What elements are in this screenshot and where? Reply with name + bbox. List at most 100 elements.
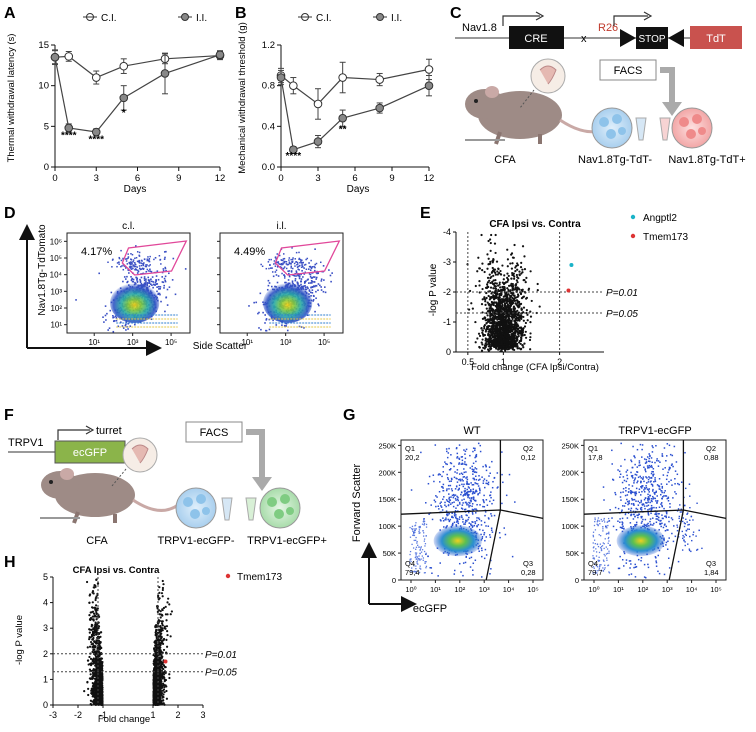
tick-label: 100K [561, 522, 579, 531]
event-dot [606, 548, 609, 550]
event-dot [450, 488, 453, 490]
event-dot [652, 498, 654, 500]
event-dot [288, 275, 291, 278]
gene-point [489, 238, 492, 241]
event-dot [118, 263, 120, 265]
event-dot [681, 520, 684, 523]
event-dot [139, 278, 141, 281]
event-dot [607, 542, 609, 544]
gene-point [477, 256, 480, 259]
event-dot [424, 545, 426, 547]
event-dot [685, 487, 687, 490]
event-dot [472, 521, 474, 523]
event-dot [149, 255, 151, 258]
event-dot [154, 284, 156, 286]
event-dot [307, 282, 310, 284]
event-dot [690, 515, 693, 518]
gene-point [496, 318, 499, 321]
event-dot [597, 545, 600, 548]
event-dot [285, 325, 287, 327]
event-dot [645, 470, 647, 473]
event-dot [474, 467, 477, 469]
gene-point [486, 314, 489, 317]
event-dot [487, 517, 490, 519]
gene-point [504, 305, 507, 308]
event-dot [656, 502, 658, 504]
tick-label: 3 [94, 173, 99, 184]
event-dot [647, 460, 650, 462]
gene-point [515, 337, 519, 340]
event-dot [635, 521, 638, 524]
event-dot [126, 280, 129, 283]
event-dot [457, 496, 459, 499]
gene-point [478, 280, 481, 283]
event-dot [280, 262, 283, 265]
event-dot [302, 276, 304, 278]
event-dot [638, 460, 641, 462]
gene-point [485, 343, 488, 346]
gene-point [494, 287, 498, 290]
gene-point [498, 305, 501, 309]
tick-label: 0 [392, 576, 396, 585]
event-dot [647, 497, 649, 500]
event-dot [671, 532, 673, 535]
event-dot [478, 517, 480, 519]
gene-point [484, 300, 487, 303]
event-dot [489, 500, 491, 503]
event-dot [650, 509, 652, 512]
gene-point [515, 264, 518, 268]
event-dot [651, 485, 654, 487]
event-dot [315, 290, 317, 293]
gene-point [495, 331, 498, 335]
gene-point [493, 242, 497, 245]
event-dot [454, 510, 457, 512]
event-dot [640, 506, 643, 509]
gene-point [515, 335, 518, 338]
plot-title: i.l. [277, 221, 287, 232]
event-dot [635, 507, 637, 510]
gene-point [486, 281, 490, 284]
gene-point [507, 325, 510, 329]
event-dot [701, 547, 703, 550]
event-dot [446, 514, 448, 517]
event-dot [416, 556, 419, 558]
cre-label: CRE [524, 33, 547, 45]
event-dot [298, 269, 300, 271]
tick-label: -3 [49, 710, 57, 720]
event-dot [487, 481, 490, 484]
event-dot [445, 517, 447, 519]
event-dot [656, 518, 659, 520]
event-dot [659, 520, 661, 522]
gene-point [511, 262, 514, 265]
gene-point [507, 319, 510, 323]
gene-point [494, 285, 498, 288]
event-dot [460, 472, 463, 475]
gene-point [507, 293, 510, 296]
event-dot [315, 276, 318, 279]
event-dot [643, 505, 646, 507]
event-dot [456, 498, 459, 501]
event-dot [662, 468, 664, 470]
event-dot [623, 565, 625, 567]
event-dot [679, 511, 682, 513]
event-dot [651, 500, 653, 503]
gene-point [495, 296, 498, 299]
event-dot [268, 328, 271, 331]
event-dot [671, 454, 674, 457]
event-dot [652, 490, 654, 492]
quadrant-name: Q1 [405, 444, 415, 453]
event-dot [663, 447, 666, 449]
gene-point [515, 299, 519, 302]
event-dot [162, 269, 165, 272]
event-dot [456, 472, 458, 474]
event-dot [668, 516, 670, 518]
event-dot [278, 254, 281, 257]
event-dot [493, 477, 496, 479]
event-dot [649, 494, 651, 497]
event-dot [628, 500, 631, 502]
gene-point [507, 284, 511, 287]
gene-point [526, 313, 529, 316]
event-dot [596, 572, 598, 574]
event-dot [309, 275, 312, 278]
event-dot [456, 517, 458, 520]
